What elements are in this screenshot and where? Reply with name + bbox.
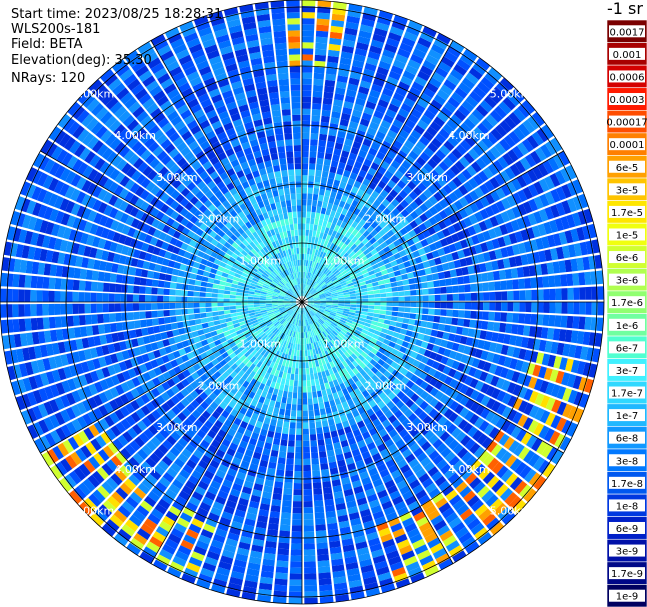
- colorbar-title: -1 sr: [607, 0, 643, 18]
- colorbar-tick-label: 1e-8: [616, 501, 639, 512]
- colorbar-tick-label: 3e-5: [616, 185, 639, 196]
- nrays-label: NRays: 120: [11, 71, 86, 86]
- azimuth-spoke: [150, 40, 303, 303]
- azimuth-spoke: [40, 301, 303, 454]
- azimuth-spoke: [301, 301, 454, 564]
- colorbar-tick-label: 6e-6: [616, 253, 639, 264]
- colorbar: 0.0017 0.001 0.0006 0.0003 0.00017 0.0001 6e-5…: [607, 20, 647, 607]
- range-ring-label: 2.00km: [198, 213, 240, 226]
- colorbar-tick-label: 3e-6: [616, 276, 639, 287]
- range-rings: [0, 0, 605, 605]
- azimuth-spoke: [40, 150, 303, 303]
- colorbar-tick-label: 1.7e-6: [611, 298, 643, 309]
- colorbar-tick-label: 0.00017: [607, 118, 647, 129]
- range-ring-label: 1.00km: [323, 338, 365, 351]
- colorbar-tick-label: 6e-9: [616, 524, 639, 535]
- colorbar-tick-label: 3e-9: [616, 547, 639, 558]
- colorbar-tick-label: 6e-5: [616, 163, 639, 174]
- azimuth-spoke: [301, 301, 564, 454]
- azimuth-spoke: [150, 301, 303, 564]
- colorbar-tick-label: 1.7e-7: [611, 389, 643, 400]
- start-time-label: Start time: 2023/08/25 18:28:31: [11, 7, 223, 22]
- colorbar-tick-label: 3e-7: [616, 366, 639, 377]
- ppi-scan-plot: 1.00km 1.00km 1.00km 1.00km 2.00km 2.00km 2.00…: [0, 0, 605, 605]
- range-ring-label: 5.00km: [490, 87, 532, 100]
- field-label: Field: BETA: [11, 37, 83, 52]
- range-ring-label: 5.00km: [73, 87, 115, 100]
- colorbar-tick-label: 0.0003: [610, 95, 645, 106]
- azimuth-spoke: [301, 150, 564, 303]
- range-ring-label: 2.00km: [365, 379, 407, 392]
- range-ring-label: 3.00km: [406, 421, 448, 434]
- colorbar-tick-label: 1e-5: [616, 230, 639, 241]
- range-ring-label: 3.00km: [406, 171, 448, 184]
- instrument-label: WLS200s-181: [11, 22, 101, 37]
- range-ring-label: 4.00km: [114, 129, 156, 142]
- range-ring-label: 1.00km: [323, 254, 365, 267]
- range-ring-label: 1.00km: [239, 338, 281, 351]
- colorbar-tick-label: 6e-7: [616, 343, 639, 354]
- colorbar-tick-label: 1.7e-9: [611, 569, 643, 580]
- range-ring-label: 5.00km: [73, 505, 115, 518]
- range-ring-label: 1.00km: [239, 254, 281, 267]
- ppi-cells: [0, 0, 604, 604]
- azimuth-spoke: [301, 40, 454, 303]
- colorbar-tick-label: 0.0017: [610, 27, 645, 38]
- range-ring-label: 3.00km: [156, 171, 198, 184]
- range-ring-label: 5.00km: [490, 505, 532, 518]
- colorbar-tick-label: 6e-8: [616, 434, 639, 445]
- range-ring-label: 2.00km: [198, 379, 240, 392]
- colorbar-tick-label: 3e-8: [616, 456, 639, 467]
- range-ring-label: 4.00km: [448, 463, 490, 476]
- range-ring-label: 4.00km: [114, 463, 156, 476]
- range-ring-label: 2.00km: [365, 213, 407, 226]
- elevation-label: Elevation(deg): 35.30: [11, 53, 152, 68]
- colorbar-tick-label: 1e-7: [616, 411, 639, 422]
- colorbar-tick-label: 0.001: [613, 50, 642, 61]
- range-ring-label: 4.00km: [448, 129, 490, 142]
- range-ring-label: 3.00km: [156, 421, 198, 434]
- colorbar-tick-label: 1.7e-5: [611, 208, 643, 219]
- colorbar-tick-label: 0.0006: [610, 72, 645, 83]
- colorbar-tick-label: 1e-6: [616, 321, 639, 332]
- colorbar-tick-label: 1.7e-8: [611, 479, 643, 490]
- colorbar-tick-label: 0.0001: [610, 140, 645, 151]
- colorbar-tick-label: 1e-9: [616, 592, 639, 603]
